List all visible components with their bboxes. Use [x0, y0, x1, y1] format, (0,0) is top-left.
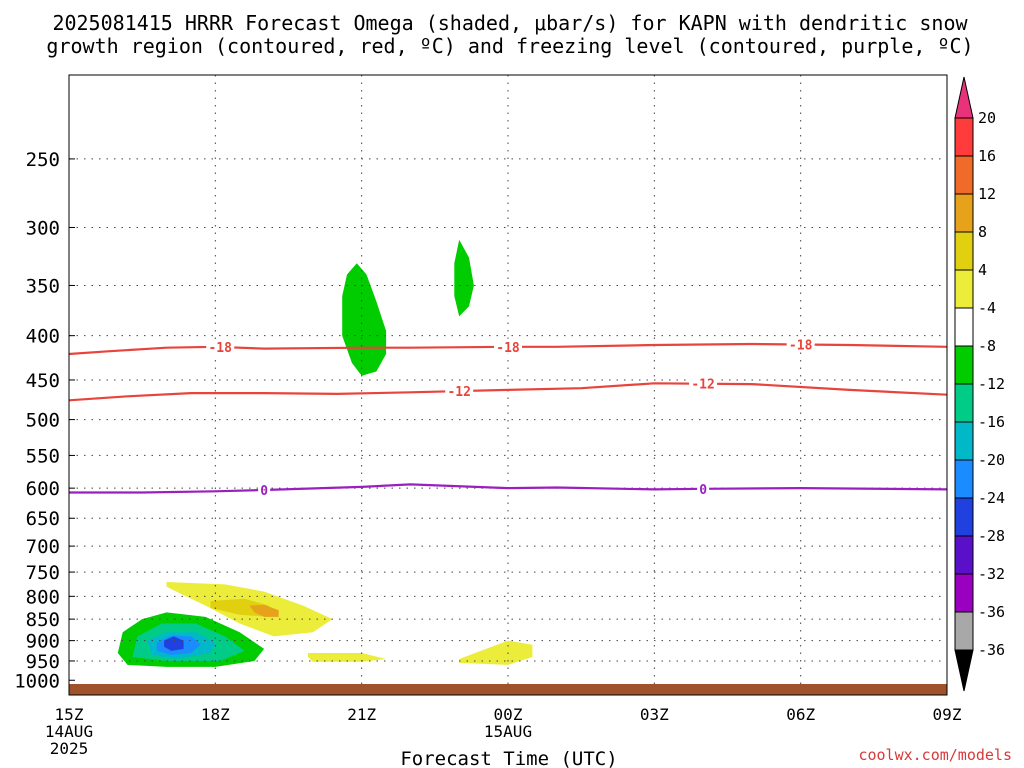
xtick-label-21Z: 21Z: [347, 705, 376, 724]
ground-surface: [69, 683, 947, 695]
ytick-label-650: 650: [26, 508, 60, 530]
colorbar-label-1: 16: [978, 147, 996, 165]
colorbar-swatch-9: [954, 459, 974, 499]
xtick-label-18Z: 18Z: [201, 705, 230, 724]
colorbar-swatch-4: [954, 269, 974, 309]
ytick-label-600: 600: [26, 478, 60, 500]
contour-label-bg-0-1: [494, 338, 522, 354]
ytick-label-250: 250: [26, 149, 60, 171]
xtick-sublabel-00Z-0: 15AUG: [484, 722, 532, 741]
omega-region-11: [164, 636, 184, 651]
colorbar-label-3: 8: [978, 223, 987, 241]
contour-label-1-1: -12: [691, 378, 714, 393]
colorbar-label-bottom: -36: [978, 641, 1005, 659]
omega-region-5: [308, 653, 387, 662]
contour-label-0-0: -18: [208, 341, 232, 356]
colorbar-label-5: -4: [978, 299, 996, 317]
colorbar-swatch-12: [954, 573, 974, 613]
colorbar-swatch-13: [954, 611, 974, 651]
xtick-label-03Z: 03Z: [640, 705, 669, 724]
xtick-label-15Z: 15Z: [55, 705, 84, 724]
colorbar-swatch-11: [954, 535, 974, 575]
contour-label-bg-1-0: [445, 383, 474, 399]
ytick-label-1000: 1000: [14, 670, 60, 692]
contour-label-bg-2-0: [258, 482, 271, 498]
colorbar-swatch-10: [954, 497, 974, 537]
omega-region-1: [454, 239, 474, 317]
colorbar-swatch-6: [954, 345, 974, 385]
ytick-label-800: 800: [26, 586, 60, 608]
ytick-label-400: 400: [26, 326, 60, 348]
colorbar-label-6: -8: [978, 337, 996, 355]
colorbar-swatch-0: [954, 117, 974, 157]
contour-line-0: [68, 342, 948, 356]
xtick-sublabel-15Z-1: 2025: [50, 739, 89, 758]
colorbar-swatch-8: [954, 421, 974, 461]
contour-label-0-1: -18: [496, 341, 520, 356]
credit-text[interactable]: coolwx.com/models: [858, 746, 1012, 764]
colorbar-swatch-1: [954, 155, 974, 195]
contour-label-bg-0-2: [786, 336, 815, 352]
ytick-label-950: 950: [26, 651, 60, 673]
xtick-label-09Z: 09Z: [933, 705, 962, 724]
ytick-label-750: 750: [26, 562, 60, 584]
ytick-label-850: 850: [26, 609, 60, 631]
chart-title-line2: growth region (contoured, red, ºC) and f…: [46, 34, 973, 58]
colorbar-label-9: -20: [978, 451, 1005, 469]
ytick-label-300: 300: [26, 217, 60, 239]
ytick-label-900: 900: [26, 631, 60, 653]
omega-region-6: [459, 640, 533, 665]
ytick-label-500: 500: [26, 410, 60, 432]
colorbar-label-7: -12: [978, 375, 1005, 393]
colorbar-bottom-arrow: [954, 649, 974, 692]
colorbar-label-4: 4: [978, 261, 987, 279]
contour-label-0-2: -18: [789, 338, 813, 353]
contour-label-2-0: 0: [260, 484, 268, 499]
xtick-sublabel-15Z-0: 14AUG: [45, 722, 93, 741]
colorbar-swatch-3: [954, 231, 974, 271]
ytick-label-550: 550: [26, 445, 60, 467]
colorbar-swatch-7: [954, 383, 974, 423]
colorbar-top-arrow: [954, 76, 974, 119]
colorbar-label-10: -24: [978, 489, 1005, 507]
colorbar-label-11: -28: [978, 527, 1005, 545]
contours: -18 -18 -18 -12 -12 0 0: [68, 336, 948, 499]
chart-title-line1: 2025081415 HRRR Forecast Omega (shaded, …: [52, 11, 968, 35]
colorbar-label-2: 12: [978, 185, 996, 203]
colorbar-label-12: -32: [978, 565, 1005, 583]
ytick-label-350: 350: [26, 275, 60, 297]
contour-label-1-0: -12: [447, 385, 470, 400]
colorbar-label-8: -16: [978, 413, 1005, 431]
ytick-label-450: 450: [26, 370, 60, 392]
y-axis-ticks: 2503003504004505005506006507007508008509…: [14, 149, 75, 692]
contour-label-bg-2-1: [697, 480, 710, 496]
omega-region-4: [249, 604, 279, 617]
colorbar-swatch-5: [954, 307, 974, 347]
contour-line-2: [69, 483, 948, 494]
xtick-label-06Z: 06Z: [786, 705, 815, 724]
contour-label-2-1: 0: [699, 483, 707, 498]
colorbar-swatch-2: [954, 193, 974, 233]
colorbar-label-0: 20: [978, 109, 996, 127]
xtick-label-00Z: 00Z: [494, 705, 523, 724]
contour-label-bg-0-0: [206, 338, 235, 354]
ytick-label-700: 700: [26, 536, 60, 558]
x-axis-label: Forecast Time (UTC): [400, 748, 617, 768]
colorbar: 20 16 12 8 4 -4 -8 -12 -16 -20 -24 -28 -32 -36 -36: [954, 76, 1005, 692]
omega-shading: [117, 239, 533, 667]
plot-area: -18 -18 -18 -12 -12 0 0: [68, 74, 948, 696]
contour-label-bg-1-1: [689, 375, 718, 391]
colorbar-label-13: -36: [978, 603, 1005, 621]
plot-frame: [68, 74, 948, 696]
